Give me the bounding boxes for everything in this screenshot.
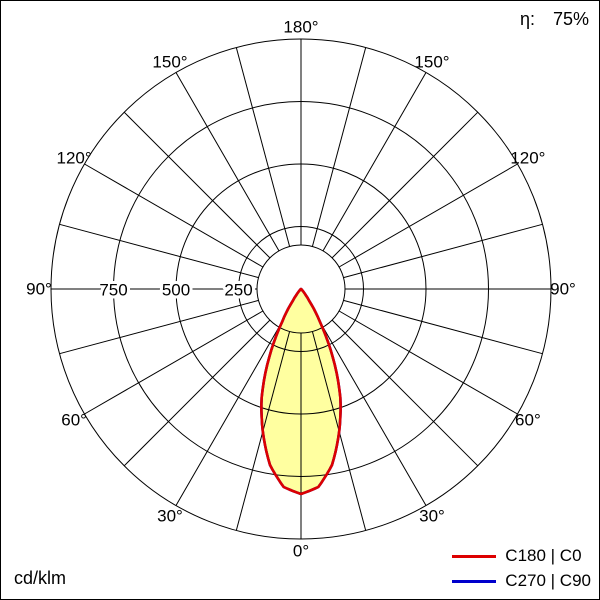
angle-label: 90° — [26, 280, 52, 299]
angle-label: 120° — [510, 149, 545, 168]
grid-spoke — [235, 47, 291, 247]
legend-line-icon — [452, 554, 497, 558]
angle-label: 90° — [550, 280, 576, 299]
grid-spoke — [175, 72, 280, 252]
grid-spoke — [175, 326, 280, 506]
angle-label: 180° — [283, 18, 318, 37]
angle-label: 120° — [57, 149, 92, 168]
legend-item: C180 | C0 — [452, 546, 582, 566]
angle-label: 150° — [414, 53, 449, 72]
grid-spoke — [59, 223, 259, 279]
legend-item: C270 | C90 — [452, 571, 591, 591]
grid-spoke — [311, 47, 367, 247]
grid-spoke — [84, 163, 264, 268]
angle-label: 60° — [61, 411, 87, 430]
radial-tick-label: 750 — [99, 281, 127, 300]
grid-spoke — [59, 299, 259, 355]
grid-spoke — [331, 319, 479, 467]
efficiency-readout: η: 75% — [520, 9, 589, 30]
grid-spoke — [123, 319, 271, 467]
angle-label: 0° — [293, 542, 309, 561]
legend-line-icon — [452, 579, 497, 583]
grid-spoke — [322, 72, 427, 252]
grid-spoke — [322, 326, 427, 506]
grid-spoke — [123, 111, 271, 259]
grid-spoke — [343, 223, 543, 279]
grid-spoke — [338, 163, 518, 268]
radial-tick-label: 500 — [162, 281, 190, 300]
grid-spoke — [331, 111, 479, 259]
grid-spoke — [84, 310, 264, 415]
legend: C180 | C0 C270 | C90 — [452, 546, 591, 591]
efficiency-value: 75% — [552, 9, 589, 29]
angle-label: 60° — [515, 411, 541, 430]
series-curve — [260, 287, 342, 496]
unit-label: cd/klm — [14, 568, 67, 588]
efficiency-label: η: — [519, 9, 535, 29]
angle-label: 30° — [157, 506, 183, 525]
grid-spoke — [343, 299, 543, 355]
legend-label: C270 | C90 — [505, 571, 591, 590]
angle-label: 150° — [152, 53, 187, 72]
grid-spoke — [338, 310, 518, 415]
legend-label: C180 | C0 — [505, 546, 582, 565]
radial-tick-label: 250 — [224, 281, 252, 300]
angle-label: 30° — [419, 506, 445, 525]
